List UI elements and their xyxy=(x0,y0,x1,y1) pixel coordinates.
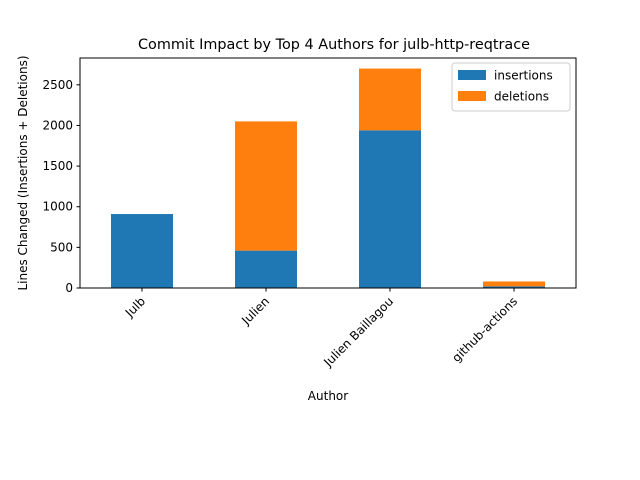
y-tick-label: 1500 xyxy=(42,159,73,173)
x-axis-label: Author xyxy=(308,389,348,403)
bar-insertions-2 xyxy=(359,130,421,288)
bar-deletions-3 xyxy=(483,281,545,287)
legend-swatch-insertions xyxy=(458,70,486,80)
x-tick-label: github-actions xyxy=(449,294,520,365)
y-axis-label: Lines Changed (Insertions + Deletions) xyxy=(16,55,30,290)
y-axis: 0 500 1000 1500 2000 2500 xyxy=(42,78,80,295)
y-tick-label: 2000 xyxy=(42,118,73,132)
y-tick-label: 0 xyxy=(65,281,73,295)
bar-deletions-2 xyxy=(359,68,421,131)
bar-insertions-3 xyxy=(483,286,545,288)
bar-insertions-0 xyxy=(111,214,173,288)
x-tick-label: Julb xyxy=(122,294,148,320)
x-axis: Julb Julien Julien Baillagou github-actions xyxy=(122,288,520,370)
plot-area xyxy=(111,68,545,288)
chart-title: Commit Impact by Top 4 Authors for julb-… xyxy=(138,37,530,53)
x-tick-label: Julien xyxy=(238,294,272,328)
legend-label-deletions: deletions xyxy=(494,90,549,104)
legend-label-insertions: insertions xyxy=(494,69,553,83)
legend: insertions deletions xyxy=(451,62,571,112)
y-tick-label: 2500 xyxy=(42,78,73,92)
bar-deletions-1 xyxy=(235,121,297,251)
x-tick-label: Julien Baillagou xyxy=(320,294,396,370)
y-tick-label: 500 xyxy=(50,240,73,254)
y-tick-label: 1000 xyxy=(42,200,73,214)
bar-insertions-1 xyxy=(235,250,297,288)
plot-frame xyxy=(79,57,577,289)
legend-swatch-deletions xyxy=(458,91,486,101)
